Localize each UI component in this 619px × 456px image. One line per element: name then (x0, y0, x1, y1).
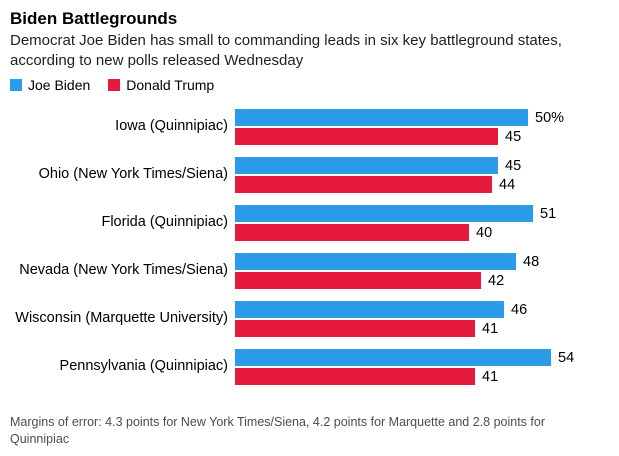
chart-row: Nevada (New York Times/Siena) 48 42 (10, 247, 609, 295)
chart-row: Florida (Quinnipiac) 51 40 (10, 199, 609, 247)
biden-color-swatch (10, 79, 22, 92)
legend-item-trump: Donald Trump (108, 77, 214, 93)
trump-bar-line: 41 (235, 368, 609, 386)
trump-value-label: 41 (482, 368, 499, 385)
biden-bar (235, 157, 498, 175)
biden-bar-line: 48 (235, 253, 609, 271)
margin-of-error-note: Margins of error: 4.3 points for New Yor… (10, 415, 545, 447)
trump-bar (235, 176, 492, 194)
biden-bar-line: 54 (235, 349, 609, 367)
trump-bar-line: 44 (235, 176, 609, 194)
chart-row: Wisconsin (Marquette University) 46 41 (10, 295, 609, 343)
trump-bar (235, 368, 475, 386)
chart-row: Iowa (Quinnipiac) 50% 45 (10, 103, 609, 151)
category-label: Ohio (New York Times/Siena) (38, 166, 228, 183)
bar-pair: 46 41 (235, 301, 609, 338)
chart-subtitle: Democrat Joe Biden has small to commandi… (10, 32, 562, 70)
bar-pair: 48 42 (235, 253, 609, 290)
trump-bar-line: 45 (235, 128, 609, 146)
trump-value-label: 41 (482, 320, 499, 337)
chart-title: Biden Battlegrounds (10, 9, 178, 28)
trump-bar (235, 272, 481, 290)
biden-value-label: 46 (511, 301, 528, 318)
biden-bar (235, 253, 516, 271)
trump-bar-line: 42 (235, 272, 609, 290)
category-label: Iowa (Quinnipiac) (115, 118, 228, 135)
legend-label-trump: Donald Trump (126, 77, 215, 94)
chart-row: Ohio (New York Times/Siena) 45 44 (10, 151, 609, 199)
chart-row: Pennsylvania (Quinnipiac) 54 41 (10, 343, 609, 391)
category-label: Florida (Quinnipiac) (101, 214, 228, 231)
trump-bar-line: 41 (235, 320, 609, 338)
trump-bar (235, 224, 469, 242)
trump-color-swatch (108, 79, 121, 92)
biden-bar-line: 45 (235, 157, 609, 175)
chart-legend: Joe Biden Donald Trump (10, 77, 609, 93)
trump-bar (235, 320, 475, 338)
biden-bar-line: 46 (235, 301, 609, 319)
trump-value-label: 45 (505, 128, 522, 145)
bar-pair: 51 40 (235, 205, 609, 242)
category-label: Pennsylvania (Quinnipiac) (59, 358, 228, 375)
legend-label-biden: Joe Biden (28, 77, 91, 94)
bar-pair: 54 41 (235, 349, 609, 386)
biden-value-label: 50% (535, 109, 565, 126)
category-label: Wisconsin (Marquette University) (15, 310, 228, 327)
biden-bar (235, 301, 504, 319)
trump-bar-line: 40 (235, 224, 609, 242)
trump-value-label: 44 (499, 176, 516, 193)
category-label: Nevada (New York Times/Siena) (19, 262, 228, 279)
biden-bar-line: 51 (235, 205, 609, 223)
biden-bar (235, 109, 528, 127)
biden-value-label: 54 (558, 349, 575, 366)
bar-pair: 45 44 (235, 157, 609, 194)
legend-item-biden: Joe Biden (10, 77, 90, 93)
biden-bar (235, 205, 533, 223)
trump-value-label: 40 (476, 224, 493, 241)
biden-value-label: 48 (523, 253, 540, 270)
bar-pair: 50% 45 (235, 109, 609, 146)
trump-value-label: 42 (488, 272, 505, 289)
biden-value-label: 51 (540, 205, 557, 222)
biden-bar (235, 349, 551, 367)
trump-bar (235, 128, 498, 146)
biden-bar-line: 50% (235, 109, 609, 127)
bar-chart: Iowa (Quinnipiac) 50% 45 Ohio (New York … (10, 103, 609, 391)
biden-value-label: 45 (505, 157, 522, 174)
